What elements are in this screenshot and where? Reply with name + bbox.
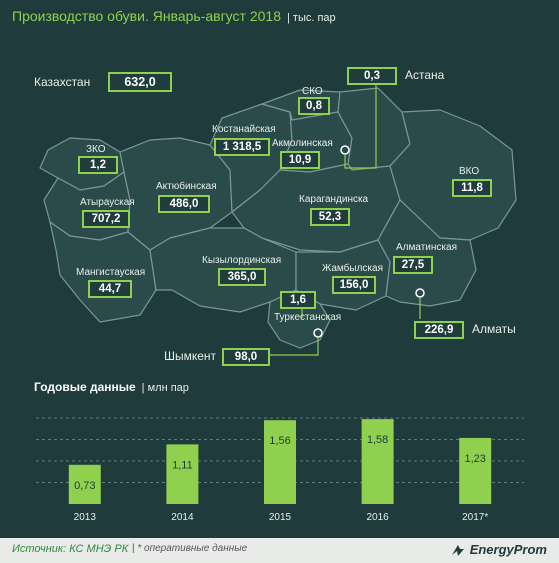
region-label-almaty-reg: Алматинская [396,242,457,253]
region-label-kyzylorda: Кызылординская [202,255,282,266]
region-value-zko: 1,2 [78,156,118,174]
x-tick-label: 2015 [269,512,292,523]
header: Производство обуви. Январь-август 2018 т… [12,8,336,24]
bar-value-label: 1,56 [269,435,290,447]
region-value-atyrau: 707,2 [82,210,130,228]
brand-logo: EnergyProm [450,542,547,557]
bar-2017 [459,437,492,504]
annual-bar-chart: 0,73 2013 1,11 2014 1,56 2015 1,58 2016 1,23 2017… [36,417,524,523]
energyprom-icon [451,544,464,556]
bar-value-label: 1,23 [464,453,485,465]
x-tick-label: 2013 [74,512,97,523]
city-label-almaty: Алматы [472,322,516,336]
region-value-kostanay: 1 318,5 [214,138,270,156]
source-text: Источник: КС МНЭ РК [12,543,129,555]
region-label-akmola: Акмолинская [272,138,333,149]
brand-name: EnergyProm [469,542,547,557]
region-label-aktobe: Актюбинская [156,181,217,192]
city-label-shymkent: Шымкент [164,349,217,363]
title-unit: тыс. пар [287,12,336,24]
bar-value-label: 0,73 [74,480,95,492]
total-label: Казахстан [34,75,91,89]
shymkent-leader [270,337,319,356]
footnote-text: * оперативные данные [132,543,247,554]
footer: Источник: КС МНЭ РК * оперативные данные… [0,538,559,563]
region-value-mangystau: 44,7 [88,280,132,298]
annual-unit: млн пар [142,382,189,394]
city-value-astana: 0,3 [347,67,397,85]
city-value-almaty: 226,9 [414,321,464,339]
bar-2014 [166,444,199,504]
region-value-sko: 0,8 [298,97,330,115]
region-value-akmola: 10,9 [280,151,320,169]
x-tick-label: 2016 [366,512,389,523]
region-value-almaty-reg: 27,5 [393,256,433,274]
x-tick-label: 2017* [462,512,488,523]
region-label-mangystau: Мангистауская [76,267,146,278]
bar-value-label: 1,58 [367,434,388,446]
bar-2016 [361,419,394,504]
total-value: 632,0 [108,72,172,92]
region-label-kostanay: Костанайская [212,124,276,135]
region-vko [389,109,517,241]
region-label-atyrau: Атырауская [80,197,135,208]
bar-2013 [68,464,101,504]
region-almaty [377,199,477,307]
annual-title: Годовые данные [34,380,136,394]
page-title: Производство обуви. Январь-август 2018 [12,8,281,24]
annual-header: Годовые данные млн пар [34,380,189,394]
city-value-shymkent: 98,0 [222,348,270,366]
astana-leader [344,82,377,169]
region-label-karaganda: Карагандинска [299,194,369,205]
bar-2015 [264,420,296,504]
x-tick-label: 2014 [171,512,194,523]
region-label-vko: ВКО [459,166,480,177]
region-value-kyzylorda: 365,0 [218,268,266,286]
region-value-vko: 11,8 [452,179,492,197]
region-label-zko: ЗКО [86,144,106,155]
region-value-turkestan: 1,6 [280,291,316,309]
region-label-turkestan: Туркестанская [274,312,342,323]
region-value-aktobe: 486,0 [158,195,210,213]
region-label-sko: СКО [302,86,323,97]
region-value-zhambyl: 156,0 [332,276,376,294]
region-label-zhambyl: Жамбылская [322,263,383,274]
city-label-astana: Астана [405,68,445,82]
bar-value-label: 1,11 [172,459,193,471]
region-value-karaganda: 52,3 [310,208,350,226]
